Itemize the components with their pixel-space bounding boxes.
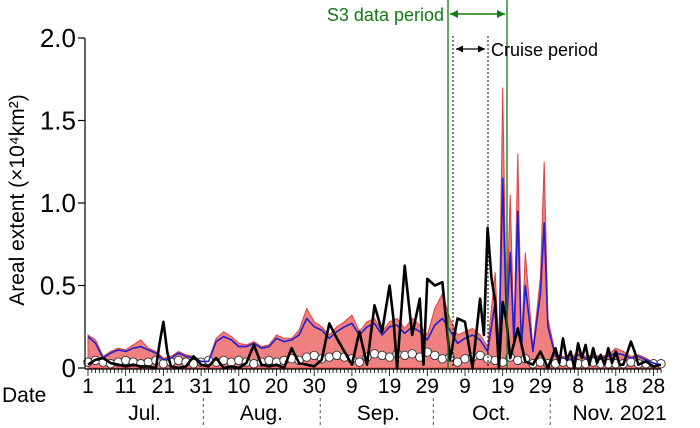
s3-period-label: S3 data period [327,5,444,25]
open-circle-point [369,349,380,359]
open-circle-point [354,357,365,367]
y-tick-label: 1.0 [40,188,76,218]
open-circle-point [377,350,387,361]
month-label: Oct. [472,402,511,425]
open-circle-point [407,349,417,359]
open-circle-point [475,350,485,361]
y-tick-label: 1.5 [40,106,76,136]
x-tick-label: 11 [115,375,137,398]
x-axis-title: Date [2,384,46,407]
open-circle-point [324,352,334,362]
open-circle-point [513,355,523,366]
x-tick-label: 28 [642,375,665,398]
open-circle-point [400,350,410,361]
month-label: Sep. [357,402,400,425]
x-tick-label: 1 [82,375,94,398]
arrowhead-left-icon [456,45,463,53]
black-line-series [87,226,662,370]
x-tick-label: 18 [604,375,627,398]
open-circle-point [332,350,342,361]
open-circle-point [226,357,236,367]
open-circle-point [626,357,636,367]
x-tick-label: 29 [416,375,439,398]
arrowhead-right-icon [497,10,505,18]
open-circle-point [460,354,470,364]
cruise-period-label: Cruise period [491,40,598,60]
red-area-series [87,87,662,369]
open-circle-point [121,355,131,366]
x-tick-label: 9 [346,375,358,398]
x-tick-label: 9 [459,375,471,398]
month-label: Nov. 2021 [572,402,666,425]
open-circle-point [249,359,259,369]
open-circle-point [452,357,463,367]
y-tick-label: 2.0 [40,23,76,53]
x-tick-label: 20 [265,375,288,398]
axes: 00.51.01.52.01 11 21 31 10 20 30 9 19 29 9 19 29 8 18 2… [40,23,667,428]
x-tick-label: 31 [189,375,212,398]
open-circle-point [264,355,274,366]
open-circle-point [234,355,244,366]
x-tick-label: 19 [491,375,514,398]
arrowhead-left-icon [450,10,458,18]
month-label: Jul. [128,402,161,425]
annotations: S3 data period Cruise period [327,0,598,368]
plot-series [83,87,666,370]
open-circle-point [158,359,169,369]
open-circle-point [302,352,312,362]
open-circle-point [173,355,184,366]
open-circle-point [430,350,440,361]
month-label: Aug. [240,402,283,425]
arrowhead-right-icon [478,45,485,53]
y-axis-title: Areal extent (×10⁴km²) [6,94,29,306]
open-circle-point [143,357,153,367]
x-tick-label: 8 [572,375,584,398]
x-tick-label: 19 [378,375,401,398]
y-tick-label: 0.5 [40,271,76,301]
y-tick-label: 0 [62,353,76,383]
x-tick-label: 10 [227,375,250,398]
x-tick-label: 29 [529,375,552,398]
open-circle-point [437,354,448,364]
open-circle-point [384,352,395,362]
open-circle-point [309,350,319,361]
x-tick-label: 21 [152,375,175,398]
x-tick-label: 30 [303,375,326,398]
